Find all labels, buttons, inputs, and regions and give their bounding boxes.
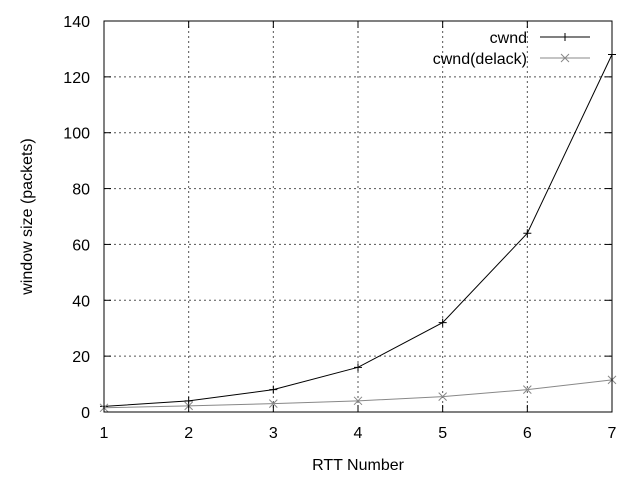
- legend-label: cwnd: [490, 30, 527, 47]
- data-point: [438, 318, 447, 327]
- y-axis-label: window size (packets): [19, 138, 36, 296]
- y-tick-label: 100: [63, 126, 90, 143]
- x-tick-label: 3: [269, 425, 278, 442]
- data-point: [353, 396, 363, 406]
- legend: cwnd cwnd(delack): [433, 30, 590, 68]
- series-line: [103, 379, 613, 409]
- x-tick-label: 6: [523, 425, 532, 442]
- axis-ticks: 1 2 3 4 5 6 7 0 20 40 60 80 100 120 140: [63, 14, 616, 442]
- legend-label: cwnd(delack): [433, 51, 527, 68]
- x-tick-label: 4: [354, 425, 363, 442]
- y-tick-label: 60: [72, 237, 90, 254]
- data-point: [354, 363, 362, 372]
- x-tick-label: 7: [608, 425, 617, 442]
- y-tick-label: 120: [63, 70, 90, 87]
- x-tick-label: 2: [184, 425, 193, 442]
- data-point: [184, 396, 193, 405]
- x-tick-label: 1: [100, 425, 109, 442]
- y-tick-label: 20: [72, 349, 90, 366]
- data-point: [438, 392, 448, 401]
- y-tick-label: 0: [81, 405, 90, 422]
- legend-marker: [560, 53, 570, 63]
- y-tick-label: 80: [72, 182, 90, 199]
- x-tick-label: 5: [438, 425, 447, 442]
- data-point: [522, 385, 532, 395]
- y-tick-label: 140: [63, 14, 90, 31]
- x-axis-label: RTT Number: [312, 457, 405, 474]
- y-tick-label: 40: [72, 293, 90, 310]
- data-point: [269, 385, 278, 394]
- data-point: [268, 399, 278, 408]
- grid-lines: [104, 21, 612, 412]
- data-point: [523, 229, 532, 238]
- legend-marker: [561, 33, 569, 41]
- series-cwnd: [100, 50, 616, 411]
